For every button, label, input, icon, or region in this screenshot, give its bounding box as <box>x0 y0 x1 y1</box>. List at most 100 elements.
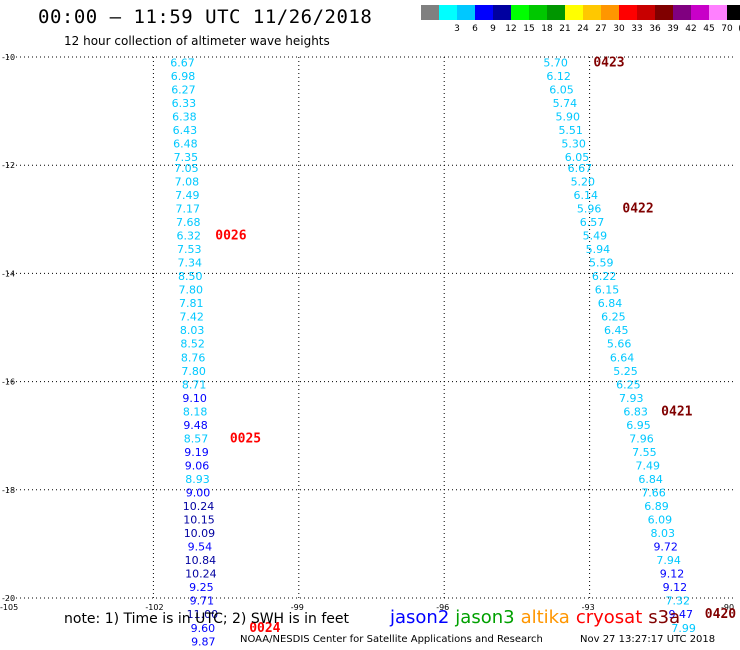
satellite-legend: jason2 jason3 altika cryosat s3a <box>390 607 686 628</box>
wave-height-value: 6.27 <box>171 83 196 96</box>
credit-line: NOAA/NESDIS Center for Satellite Applica… <box>240 634 543 645</box>
wave-height-value: 9.87 <box>191 635 216 648</box>
pass-time-label: 0420 <box>705 607 736 622</box>
color-scale-label: 33 <box>631 24 643 34</box>
wave-height-value: 7.80 <box>178 284 203 297</box>
wave-height-value: 5.96 <box>577 202 602 215</box>
pass-time-label: 0024 <box>249 621 280 636</box>
pass-time-label: 0421 <box>661 404 692 419</box>
wave-height-value: 7.94 <box>656 554 681 567</box>
color-scale-swatch <box>727 5 740 20</box>
y-tick-label: -18 <box>2 486 15 495</box>
wave-height-value: 7.66 <box>641 487 666 500</box>
color-scale-label: 36 <box>649 24 661 34</box>
color-scale-label: 70 <box>721 24 733 34</box>
color-scale-swatch <box>601 5 619 20</box>
color-scale-swatch <box>439 5 457 20</box>
color-scale-label: 6 <box>472 24 478 34</box>
wave-height-value: 6.32 <box>177 230 202 243</box>
wave-height-value: 5.66 <box>607 338 632 351</box>
wave-height-value: 6.98 <box>171 70 196 83</box>
wave-height-value: 7.68 <box>176 216 201 229</box>
wave-height-value: 10.09 <box>184 527 216 540</box>
color-scale-swatch <box>475 5 493 20</box>
wave-height-value: 8.52 <box>180 338 205 351</box>
wave-height-value: 7.49 <box>636 459 661 472</box>
wave-height-value: 7.96 <box>629 432 654 445</box>
wave-height-value: 6.09 <box>648 514 673 527</box>
wave-height-value: 6.12 <box>546 70 571 83</box>
x-tick-label: -105 <box>0 603 18 612</box>
wave-height-value: 9.00 <box>186 487 211 500</box>
wave-height-value: 7.49 <box>175 189 200 202</box>
wave-height-value: 8.57 <box>184 432 209 445</box>
wave-height-value: 5.90 <box>556 111 581 124</box>
wave-height-value: 5.51 <box>558 124 583 137</box>
wave-height-value: 7.81 <box>179 297 204 310</box>
color-scale-label: (ft) <box>734 24 740 34</box>
color-scale-swatch <box>565 5 583 20</box>
wave-height-value: 6.05 <box>549 83 574 96</box>
color-scale-label: 45 <box>703 24 715 34</box>
y-tick-label: -10 <box>2 53 15 62</box>
wave-height-value: 9.60 <box>191 622 216 635</box>
wave-height-value: 5.59 <box>589 257 614 270</box>
color-scale-swatch <box>529 5 547 20</box>
color-scale-swatch <box>547 5 565 20</box>
wave-height-value: 6.57 <box>580 216 605 229</box>
wave-height-value: 8.93 <box>185 473 210 486</box>
wave-height-value: 5.94 <box>586 243 611 256</box>
wave-height-value: 10.84 <box>185 554 217 567</box>
wave-height-value: 7.53 <box>177 243 202 256</box>
color-scale-swatch <box>637 5 655 20</box>
wave-height-value: 9.06 <box>185 459 210 472</box>
wave-height-value: 6.45 <box>604 324 629 337</box>
wave-height-value: 5.49 <box>583 230 608 243</box>
wave-height-value: 9.54 <box>188 541 213 554</box>
wave-height-value: 6.95 <box>626 419 651 432</box>
legend-entry-jason2: jason2 <box>390 607 450 628</box>
wave-height-value: 7.80 <box>181 365 206 378</box>
wave-height-value: 6.25 <box>601 311 626 324</box>
wave-height-value: 9.47 <box>668 608 693 621</box>
pass-time-label: 0423 <box>593 55 624 70</box>
wave-height-value: 11.00 <box>187 608 219 621</box>
generated-timestamp: Nov 27 13:27:17 UTC 2018 <box>580 634 716 645</box>
y-tick-label: -14 <box>2 269 15 278</box>
wave-height-value: 6.84 <box>638 473 663 486</box>
wave-height-value: 10.24 <box>183 500 215 513</box>
wave-height-value: 10.24 <box>185 568 217 581</box>
color-scale-label: 39 <box>667 24 679 34</box>
wave-height-value: 6.38 <box>172 111 197 124</box>
wave-height-value: 8.76 <box>181 351 206 364</box>
wave-height-value: 6.22 <box>592 270 617 283</box>
footnote: note: 1) Time is in UTC; 2) SWH is in fe… <box>64 611 350 627</box>
wave-height-value: 7.34 <box>178 257 203 270</box>
wave-height-value: 6.84 <box>598 297 623 310</box>
legend-entry-jason3: jason3 <box>455 607 515 628</box>
color-scale-swatch <box>709 5 727 20</box>
wave-height-value: 6.05 <box>565 151 590 164</box>
wave-height-value: 6.83 <box>623 405 648 418</box>
wave-height-value: 6.64 <box>610 351 635 364</box>
wave-height-value: 5.20 <box>571 175 596 188</box>
wave-height-value: 6.33 <box>172 97 197 110</box>
wave-height-value: 6.15 <box>595 284 620 297</box>
color-scale-label: 12 <box>505 24 517 34</box>
wave-height-value: 9.72 <box>653 541 678 554</box>
wave-height-value: 7.99 <box>671 622 696 635</box>
x-tick-label: -99 <box>291 603 304 612</box>
color-scale-swatch <box>673 5 691 20</box>
wave-height-value: 5.25 <box>613 365 638 378</box>
color-scale-swatch <box>511 5 529 20</box>
wave-height-value: 8.50 <box>178 270 203 283</box>
wave-height-value: 8.03 <box>180 324 205 337</box>
color-scale-label: 27 <box>595 24 607 34</box>
wave-height-value: 7.32 <box>666 595 691 608</box>
x-tick-label: -96 <box>436 603 449 612</box>
wave-height-value: 5.30 <box>561 138 586 151</box>
wave-height-value: 9.10 <box>182 392 207 405</box>
wave-height-value: 7.08 <box>175 175 200 188</box>
color-scale-label: 18 <box>541 24 553 34</box>
